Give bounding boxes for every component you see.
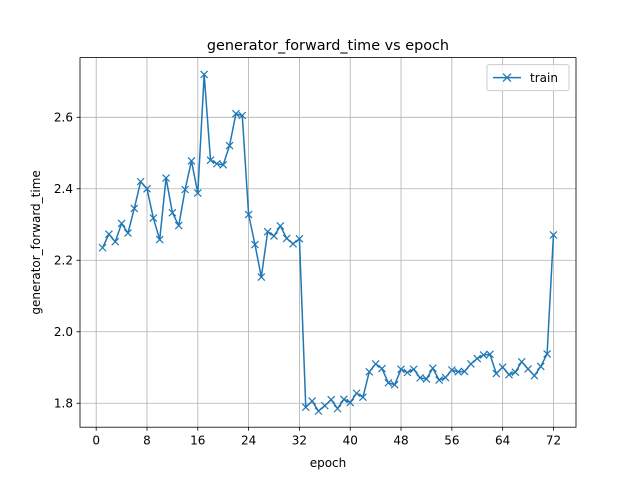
data-point [365,367,374,376]
x-tick-label: 16 [190,434,205,448]
data-point [111,237,120,246]
data-point [295,234,304,243]
data-point [378,364,386,373]
data-point [314,407,323,416]
data-point [479,351,488,359]
data-point [333,404,342,413]
y-tick-label: 1.8 [54,397,73,411]
data-point [219,160,228,169]
legend-marker-train [502,73,512,83]
data-point [441,373,450,382]
data-point [117,219,126,228]
data-point [289,239,297,248]
series-layer [98,70,558,416]
legend-label-train: train [530,71,558,85]
data-point [308,397,317,406]
data-point [359,393,367,402]
legend-box [486,64,570,92]
data-point [187,156,196,165]
x-tick-label: 24 [241,434,256,448]
data-point [200,70,209,79]
legend: train [486,64,570,92]
x-tick-label: 40 [343,434,358,448]
data-point [263,227,272,236]
data-point [447,366,456,374]
axis-ticks: 0 8 16 24 32 40 48 56 64 72 1.8 2.0 2.2 2.4 2.6 [54,111,561,448]
data-point [352,389,361,398]
data-point [174,221,183,230]
data-point [403,368,412,377]
data-point [517,357,526,366]
data-point [536,362,545,371]
data-point [492,369,501,378]
data-point [486,350,494,359]
data-point [104,230,113,239]
data-point [397,365,405,374]
x-tick-label: 72 [546,434,561,448]
data-point [435,376,444,384]
data-point [346,398,355,407]
data-point [505,370,513,379]
data-point [130,204,139,213]
x-tick-label: 8 [143,434,151,448]
data-point [168,208,177,217]
data-point [225,141,234,150]
data-point [473,354,482,363]
data-point [162,174,170,182]
x-tick-label: 64 [495,434,510,448]
data-point [244,210,253,219]
data-point [270,232,278,240]
data-point [416,373,425,382]
chart-title: generator_forward_time vs epoch [207,38,449,54]
data-point [238,111,247,120]
data-point [301,403,310,412]
data-point [371,360,380,368]
data-point [206,156,215,165]
data-point [460,367,469,376]
data-point [282,234,291,243]
data-point [390,380,399,389]
data-point [384,378,393,387]
x-tick-label: 56 [444,434,459,448]
y-tick-label: 2.0 [54,325,73,339]
y-tick-label: 2.2 [54,254,73,268]
plot-frame [79,57,577,428]
data-point [549,230,558,239]
data-point [231,109,240,118]
data-point [155,235,164,244]
data-point [143,184,151,193]
data-point [530,371,539,380]
x-tick-label: 0 [92,434,100,448]
data-point [409,365,418,374]
data-point [276,222,285,230]
data-point [149,214,158,223]
data-point [320,401,329,410]
data-point [428,364,437,373]
data-point [181,185,190,194]
x-tick-label: 48 [393,434,408,448]
data-point [193,189,202,197]
data-point [251,240,259,249]
data-point [466,360,475,368]
data-point [422,375,431,383]
data-point [257,273,266,281]
data-point [212,159,221,168]
data-point [136,177,145,186]
y-tick-label: 2.6 [54,111,73,125]
data-point [339,395,348,404]
data-point [98,243,107,252]
data-point [124,229,132,238]
x-tick-label: 32 [292,434,307,448]
data-point [498,363,507,372]
x-axis-label: epoch [310,456,347,470]
data-point [454,367,463,376]
y-tick-label: 2.4 [54,182,73,196]
data-point [511,368,520,377]
data-point [543,349,552,358]
data-point [524,365,532,373]
y-axis-label: generator_forward_time [29,170,43,314]
data-point [327,395,336,404]
